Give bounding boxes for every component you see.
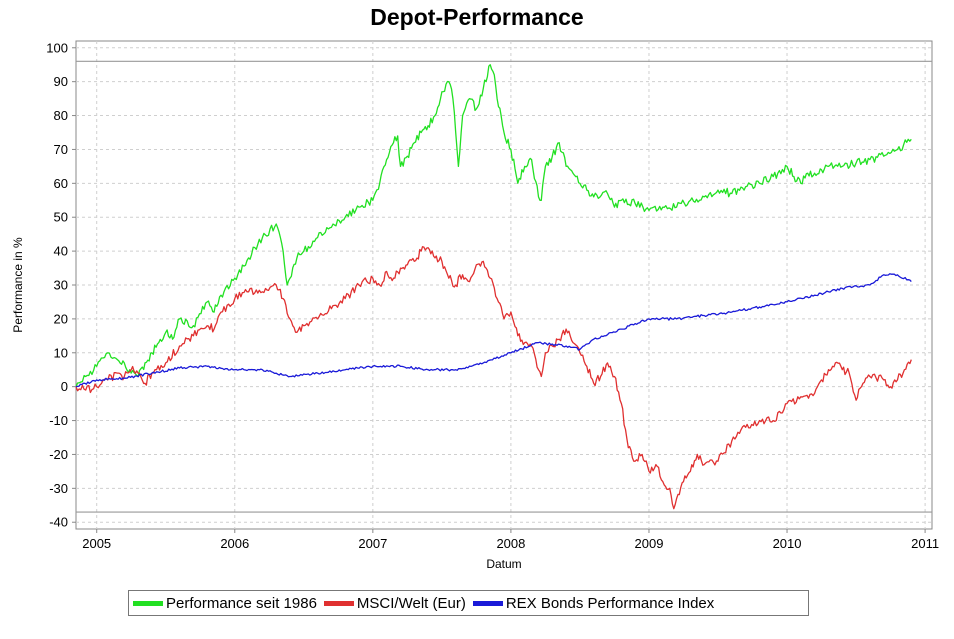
y-axis-label: Performance in % xyxy=(11,237,25,333)
legend-swatch-msci xyxy=(323,600,354,606)
y-tick-label: 70 xyxy=(54,142,68,157)
y-tick-label: 80 xyxy=(54,108,68,123)
x-tick-label: 2011 xyxy=(911,536,939,551)
legend-swatch-rex xyxy=(472,600,503,606)
y-tick-label: -20 xyxy=(49,447,68,462)
legend-label-rex: REX Bonds Performance Index xyxy=(505,594,715,612)
y-tick-label: 50 xyxy=(54,210,68,225)
x-axis-label: Datum xyxy=(486,557,521,571)
series-line-rex xyxy=(75,273,912,388)
x-axis: 2005 2006 2007 2008 2009 2010 2011 xyxy=(82,529,939,551)
y-tick-label: -10 xyxy=(49,413,68,428)
y-tick-label: -40 xyxy=(49,515,68,530)
legend-label-msci: MSCI/Welt (Eur) xyxy=(356,594,466,612)
y-tick-label: 10 xyxy=(54,345,68,360)
legend-label-performance: Performance seit 1986 xyxy=(166,594,317,612)
legend: Performance seit 1986 MSCI/Welt (Eur) RE… xyxy=(128,590,809,616)
series-line-performance xyxy=(75,64,912,387)
y-tick-label: 60 xyxy=(54,176,68,191)
x-tick-label: 2005 xyxy=(82,536,111,551)
series-layer xyxy=(75,64,912,510)
y-tick-label: -30 xyxy=(49,481,68,496)
y-tick-label: 90 xyxy=(54,74,68,89)
legend-item-msci: MSCI/Welt (Eur) xyxy=(323,594,466,612)
series-line-msci xyxy=(75,246,912,510)
y-tick-label: 100 xyxy=(46,40,68,55)
y-tick-label: 20 xyxy=(54,311,68,326)
y-tick-label: 30 xyxy=(54,278,68,293)
x-tick-label: 2008 xyxy=(496,536,525,551)
legend-item-performance: Performance seit 1986 xyxy=(133,595,317,612)
y-tick-label: 0 xyxy=(61,379,68,394)
x-tick-label: 2010 xyxy=(773,536,802,551)
legend-swatch-performance xyxy=(133,600,163,606)
y-tick-label: 40 xyxy=(54,244,68,259)
chart-title: Depot-Performance xyxy=(370,4,584,30)
reference-lines xyxy=(76,60,932,513)
x-tick-label: 2006 xyxy=(220,536,249,551)
x-tick-label: 2007 xyxy=(358,536,387,551)
x-tick-label: 2009 xyxy=(635,536,664,551)
legend-item-rex: REX Bonds Performance Index xyxy=(472,594,715,612)
